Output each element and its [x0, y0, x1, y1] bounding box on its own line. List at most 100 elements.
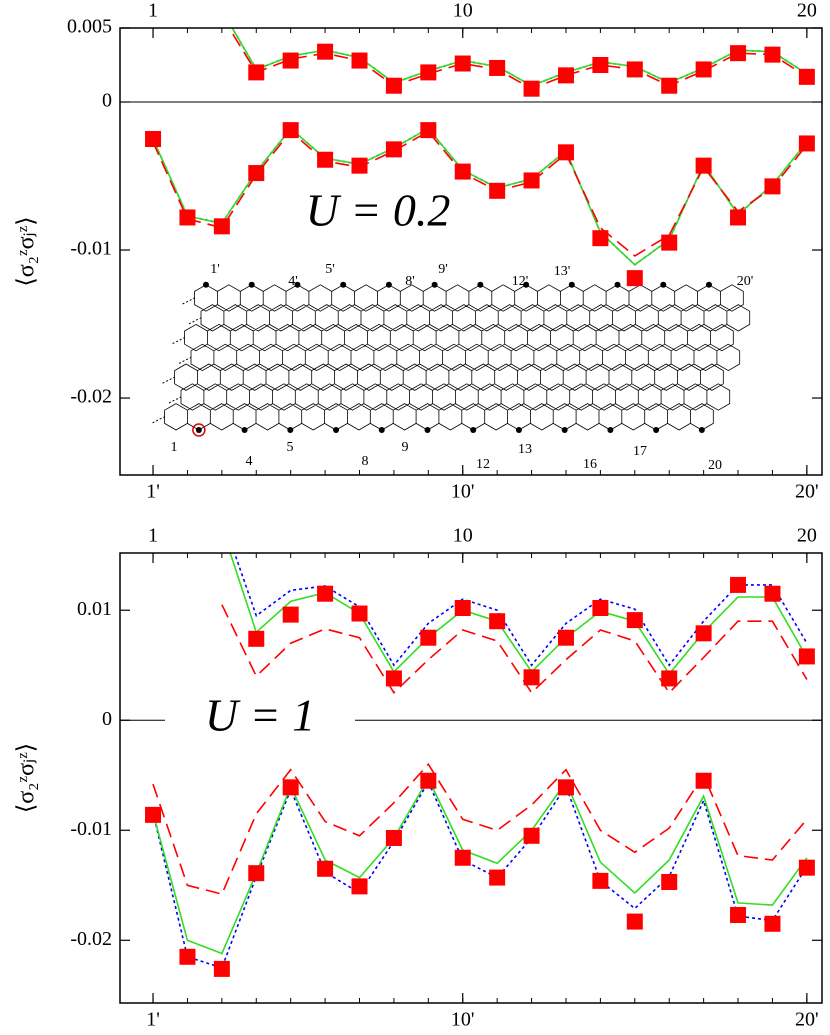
square-marker	[592, 872, 609, 889]
square-marker	[420, 629, 437, 646]
edge-site	[287, 427, 294, 433]
site-label: 20'	[737, 274, 754, 289]
square-marker	[798, 135, 815, 152]
square-marker	[661, 234, 678, 251]
site-label: 8	[362, 454, 369, 469]
edge-site	[705, 281, 712, 288]
square-marker	[420, 64, 437, 81]
square-marker	[145, 131, 162, 148]
x2-tick-label: 1	[148, 525, 158, 547]
square-marker	[420, 772, 437, 789]
square-marker	[420, 122, 437, 139]
series-line	[152, 127, 808, 266]
y-tick-label: 0	[102, 708, 112, 730]
y-tick-label: 0	[102, 90, 112, 112]
square-marker	[385, 670, 402, 687]
square-marker	[489, 182, 506, 199]
plot-frame	[119, 27, 823, 476]
edge-site	[333, 427, 340, 433]
annotation: U = 0.2	[306, 185, 451, 236]
plot-frame	[119, 552, 823, 1004]
square-marker	[248, 865, 265, 882]
edge-site	[195, 427, 202, 433]
square-marker	[695, 625, 712, 642]
x2-tick-label: 10	[453, 0, 473, 22]
series-line	[231, 28, 808, 87]
edge-dash	[172, 337, 185, 345]
square-marker	[626, 61, 643, 78]
square-marker	[213, 218, 230, 235]
edge-site	[607, 427, 614, 433]
site-label: 16	[583, 457, 597, 472]
square-marker	[351, 878, 368, 895]
square-marker	[454, 600, 471, 617]
edge-site	[241, 427, 248, 433]
x-tick-label: 20'	[795, 1009, 819, 1031]
square-marker	[523, 827, 540, 844]
site-label: 17	[633, 444, 647, 459]
site-label: 9'	[438, 262, 448, 277]
square-marker	[798, 859, 815, 876]
square-marker	[730, 209, 747, 226]
square-marker	[282, 52, 299, 69]
series-line	[152, 780, 808, 969]
series-line	[233, 553, 808, 667]
square-marker	[351, 605, 368, 622]
series-line	[152, 127, 808, 266]
square-marker	[248, 64, 265, 81]
square-marker	[695, 157, 712, 174]
x2-tick-label: 10	[453, 525, 473, 547]
square-marker	[626, 913, 643, 930]
square-marker	[248, 630, 265, 647]
edge-site	[203, 281, 209, 288]
y-tick-label: -0.01	[70, 818, 112, 840]
square-marker	[454, 55, 471, 72]
series-line	[231, 28, 808, 87]
edge-site	[424, 427, 431, 433]
x-tick-label: 20'	[795, 481, 819, 503]
square-marker	[661, 670, 678, 687]
edge-site	[523, 281, 530, 288]
edge-site	[614, 281, 621, 288]
square-marker	[695, 772, 712, 789]
square-marker	[385, 77, 402, 94]
site-label: 5	[287, 440, 294, 455]
square-marker	[557, 629, 574, 646]
edge-site	[385, 281, 392, 288]
y-tick-label: 0.01	[77, 598, 112, 620]
lattice	[164, 284, 751, 431]
square-marker	[798, 68, 815, 85]
square-marker	[557, 779, 574, 796]
x2-tick-label: 1	[148, 0, 158, 22]
edge-site	[660, 281, 667, 288]
site-label: 12'	[512, 274, 529, 289]
square-marker	[385, 141, 402, 158]
square-marker	[248, 165, 265, 182]
edge-dash	[188, 317, 202, 325]
square-marker	[798, 648, 815, 665]
edge-site	[431, 281, 438, 288]
series-line	[152, 776, 808, 955]
square-marker	[592, 57, 609, 74]
x-tick-label: 10'	[451, 1009, 475, 1031]
square-marker	[626, 270, 643, 287]
edge-site	[294, 281, 301, 288]
site-label: 5'	[325, 262, 335, 277]
annotation-bg	[165, 696, 355, 744]
plot-area	[145, 553, 815, 977]
square-marker	[764, 915, 781, 932]
y-tick-label: -0.02	[70, 386, 112, 408]
site-label: 13	[518, 442, 532, 457]
square-marker	[592, 230, 609, 247]
x2-tick-label: 20	[797, 0, 817, 22]
square-marker	[351, 52, 368, 69]
edge-site	[653, 427, 660, 433]
y-axis-label: ⟨σ₂ᶻσⱼᶻ⟩	[14, 743, 40, 813]
square-marker	[730, 45, 747, 62]
square-marker	[730, 576, 747, 593]
square-marker	[385, 829, 402, 846]
square-marker	[179, 948, 196, 965]
square-marker	[557, 67, 574, 84]
square-marker	[764, 178, 781, 195]
